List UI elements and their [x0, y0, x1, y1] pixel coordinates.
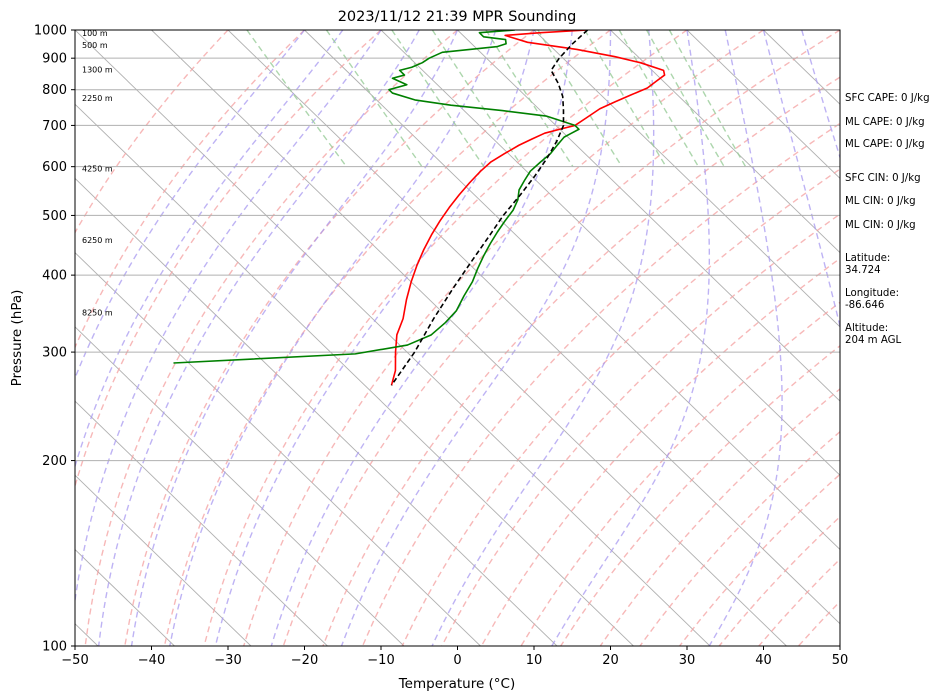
y-axis: 1000 900 800 700 600 500 400 300 200 100: [34, 24, 75, 655]
x-tick-label: −30: [214, 653, 241, 668]
y-axis-label: Pressure (hPa): [9, 290, 25, 387]
isotherm-line: [610, 30, 840, 254]
parcel-profile-line: [390, 30, 589, 386]
x-axis: −50 −40 −30 −20 −10 0 10 20 30 40 50: [61, 646, 848, 668]
moist-adiabat-line: [214, 30, 535, 646]
isotherm-line: [304, 30, 840, 551]
moist-adiabat-line: [762, 30, 840, 330]
moist-adiabat-line: [270, 30, 573, 646]
isotherm-line: [75, 103, 634, 646]
profiles: [173, 30, 666, 386]
isotherm-line: [75, 177, 558, 646]
dry-adiabat-line: [361, 122, 840, 646]
height-label: 100 m: [82, 29, 108, 38]
y-tick-label: 200: [42, 454, 67, 469]
isotherm-line: [457, 30, 840, 402]
mixing-ratio-line: [537, 30, 623, 168]
temperature-profile-line: [390, 30, 666, 386]
moist-adiabat-line: [551, 30, 711, 646]
x-axis-label: Temperature (°C): [398, 676, 516, 692]
dry-adiabat-line: [75, 30, 382, 489]
x-tick-label: −40: [138, 653, 165, 668]
moist-adiabat-line: [431, 30, 655, 646]
ml-cape-text: ML CAPE: 0 J/kg: [845, 117, 925, 128]
mixing-ratio-line: [618, 30, 700, 168]
height-label: 2250 m: [82, 94, 113, 103]
y-tick-label: 500: [42, 209, 67, 224]
background-lines: [75, 30, 840, 646]
height-label: 500 m: [82, 41, 108, 50]
mixing-ratio-line: [646, 30, 725, 168]
mixing-ratio-line: [584, 30, 667, 168]
x-tick-label: 20: [602, 653, 619, 668]
height-label: 8250 m: [82, 308, 113, 317]
x-tick-label: 30: [679, 653, 696, 668]
isotherm-line: [533, 30, 840, 328]
sfc-cin-text: SFC CIN: 0 J/kg: [845, 173, 921, 184]
y-tick-label: 1000: [34, 24, 67, 39]
dry-adiabat-line: [322, 76, 840, 646]
x-tick-label: 10: [526, 653, 543, 668]
moist-adiabat-line: [75, 30, 306, 380]
moist-adiabat-line: [75, 30, 344, 469]
x-tick-label: −20: [291, 653, 318, 668]
moist-adiabat-line: [75, 30, 382, 606]
isotherm-line: [75, 400, 328, 646]
latitude-label: Latitude:: [845, 253, 891, 264]
dry-adiabat-line: [75, 30, 229, 234]
height-labels: 100 m 500 m 1300 m 2250 m 4250 m 6250 m 8250 m: [82, 29, 113, 317]
isotherm-line: [380, 30, 840, 476]
height-label: 4250 m: [82, 164, 113, 173]
moist-adiabat-line: [130, 30, 459, 646]
dry-adiabat-line: [599, 388, 840, 646]
y-tick-label: 400: [42, 269, 67, 284]
x-tick-label: −10: [367, 653, 394, 668]
ml-cin-text: ML CIN: 0 J/kg: [845, 196, 916, 207]
x-tick-label: 0: [453, 653, 461, 668]
moist-adiabat-line: [708, 30, 783, 646]
latitude-value: 34.724: [845, 265, 881, 276]
altitude-value: 204 m AGL: [845, 335, 902, 346]
x-tick-label: 40: [755, 653, 772, 668]
y-tick-label: 800: [42, 83, 67, 98]
dry-adiabat-line: [243, 30, 764, 646]
y-tick-label: 300: [42, 346, 67, 361]
dry-adiabat-line: [75, 30, 305, 349]
y-tick-label: 900: [42, 52, 67, 67]
isotherm-line: [151, 30, 787, 646]
x-tick-label: 50: [832, 653, 849, 668]
altitude-label: Altitude:: [845, 323, 889, 334]
ml-cin-text-2: ML CIN: 0 J/kg: [845, 220, 916, 231]
mixing-ratio-line: [668, 30, 747, 168]
isotherm-line: [75, 252, 481, 646]
isotherm-line: [75, 30, 711, 646]
moist-adiabat-line: [801, 30, 840, 160]
moist-adiabat-line: [169, 30, 497, 646]
pressure-grid: [75, 57, 840, 462]
height-label: 1300 m: [82, 66, 113, 75]
isotherm-line: [227, 30, 840, 625]
dewpoint-profile-line: [173, 30, 580, 364]
x-tick-label: −50: [61, 653, 88, 668]
longitude-value: -86.646: [845, 300, 885, 311]
moist-adiabat-line: [97, 30, 420, 646]
dry-adiabat-line: [401, 168, 840, 646]
chart-title: 2023/11/12 21:39 MPR Sounding: [338, 9, 577, 25]
isotherm-line: [75, 326, 405, 646]
plot-background: [75, 30, 840, 646]
isotherm-line: [75, 474, 252, 646]
y-tick-label: 700: [42, 119, 67, 134]
dry-adiabat-line: [282, 30, 840, 646]
dry-adiabat-line: [203, 30, 688, 646]
isotherm-line: [686, 30, 840, 180]
sfc-cape-text: SFC CAPE: 0 J/kg: [845, 93, 930, 104]
ml-cape-text-2: ML CAPE: 0 J/kg: [845, 139, 925, 150]
height-label: 6250 m: [82, 236, 113, 245]
y-tick-label: 600: [42, 160, 67, 175]
moist-adiabat-line: [340, 30, 612, 646]
y-tick-label: 100: [42, 640, 67, 655]
dry-adiabat-line: [84, 30, 458, 646]
longitude-label: Longitude:: [845, 288, 900, 299]
